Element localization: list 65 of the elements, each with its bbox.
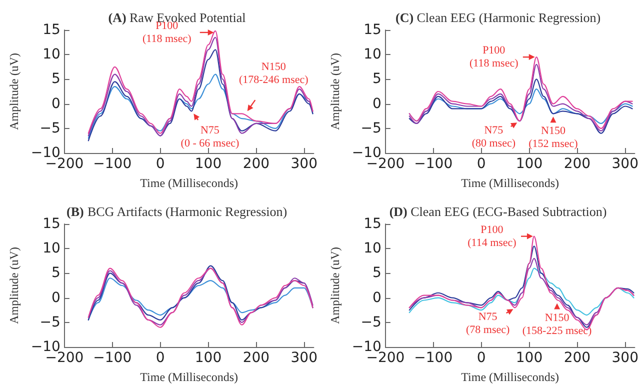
x-tick-label: −100 — [414, 350, 453, 366]
annotation: N75 (0 - 66 msec) — [180, 124, 240, 150]
x-tick-label: 100 — [194, 156, 222, 172]
x-tick-label: 300 — [612, 156, 638, 172]
x-tick-label: −100 — [93, 350, 132, 366]
y-tick-label: 5 — [372, 265, 382, 282]
chart-title: (B) BCG Artifacts (Harmonic Regression) — [66, 204, 288, 219]
y-tick-label: 10 — [42, 46, 60, 63]
x-tick-label: 200 — [564, 156, 591, 172]
y-tick-label: 15 — [42, 22, 60, 38]
y-axis-title: Amplitude (uV) — [328, 53, 342, 130]
x-tick-label: 0 — [476, 156, 486, 172]
x-tick-label: 200 — [242, 156, 270, 172]
x-tick-label: 100 — [194, 350, 222, 366]
annotation: N75 (80 msec) — [472, 124, 516, 150]
y-tick-label: 10 — [364, 240, 382, 257]
x-tick-label: −200 — [366, 156, 405, 172]
x-axis-title: Time (Milliseconds) — [140, 370, 238, 384]
y-tick-label: 0 — [52, 290, 60, 306]
x-tick-label: −200 — [45, 350, 84, 366]
y-tick-label: −5 — [360, 120, 382, 136]
y-tick-label: 15 — [42, 216, 60, 232]
y-axis-title: Amplitude (uV) — [328, 247, 342, 324]
line-series — [408, 78, 633, 134]
x-tick-label: 0 — [156, 350, 165, 366]
x-tick-label: −100 — [93, 156, 132, 172]
chart-title: (C) Clean EEG (Harmonic Regression) — [395, 10, 601, 25]
x-axis-title: Time (Milliseconds) — [461, 176, 560, 190]
x-tick-label: 0 — [476, 350, 486, 366]
x-axis-title: Time (Milliseconds) — [461, 370, 560, 384]
annotation: P100 (118 msec) — [469, 44, 519, 70]
y-tick-label: 10 — [42, 240, 60, 257]
annotation: N75 (78 msec) — [466, 311, 510, 336]
x-tick-label: 300 — [290, 350, 318, 366]
chart-title: (D) Clean EEG (ECG-Based Subtraction) — [389, 204, 607, 219]
x-tick-label: 300 — [612, 350, 638, 366]
y-tick-label: 5 — [52, 71, 60, 88]
y-tick-label: 0 — [52, 96, 60, 112]
y-tick-label: 15 — [364, 216, 382, 232]
y-tick-label: −5 — [40, 314, 60, 330]
annotation: N150 (152 msec) — [528, 125, 578, 150]
x-tick-label: 100 — [516, 350, 543, 366]
y-tick-label: 10 — [364, 46, 382, 63]
y-tick-label: −5 — [40, 120, 60, 136]
x-axis-title: Time (Milliseconds) — [140, 176, 238, 190]
x-tick-label: −100 — [414, 156, 453, 172]
y-axis-title: Amplitude (uV) — [7, 247, 21, 324]
y-tick-label: 15 — [364, 22, 382, 38]
annotation: N150 (158-225 msec) — [522, 312, 592, 337]
y-tick-label: −5 — [360, 314, 382, 330]
x-tick-label: 0 — [156, 156, 165, 172]
y-tick-label: 0 — [372, 290, 382, 306]
x-tick-label: 200 — [564, 350, 591, 366]
x-tick-label: 100 — [516, 156, 543, 172]
annotation: P100 (114 msec) — [468, 224, 517, 249]
x-tick-label: −200 — [45, 156, 84, 172]
line-series — [88, 278, 314, 320]
y-tick-label: 0 — [372, 96, 382, 112]
y-tick-label: 5 — [372, 71, 382, 88]
x-tick-label: 300 — [290, 156, 318, 172]
y-axis-title: Amplitude (uV) — [7, 53, 21, 130]
x-tick-label: 200 — [242, 350, 270, 366]
annotation: N150 (178-246 msec) — [238, 61, 309, 86]
x-tick-label: −200 — [366, 350, 405, 366]
y-tick-label: 5 — [52, 265, 60, 282]
